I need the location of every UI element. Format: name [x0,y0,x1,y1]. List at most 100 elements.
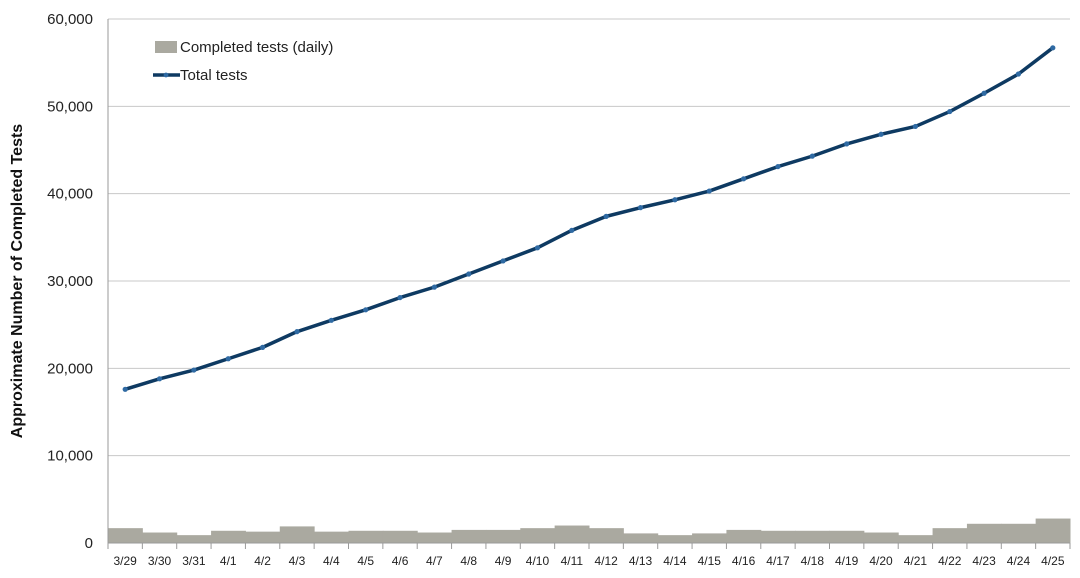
x-tick-label: 4/10 [526,554,550,568]
point-total-4-12 [603,213,609,219]
x-tick-label: 4/18 [801,554,825,568]
point-total-3-29 [122,386,128,392]
x-tick-label: 4/7 [426,554,443,568]
point-total-4-2 [260,344,266,350]
x-tick-label: 4/4 [323,554,340,568]
bar-daily-3-30 [142,532,178,543]
x-tick-label: 4/23 [972,554,996,568]
x-tick-label: 4/13 [629,554,653,568]
y-tick-labels: 0 10,000 20,000 30,000 40,000 50,000 60,000 [47,11,93,552]
x-tick-label: 4/5 [357,554,374,568]
x-tick-label: 4/16 [732,554,756,568]
bar-daily-4-8 [451,529,487,543]
bar-daily-4-6 [382,530,418,543]
bar-daily-4-10 [520,528,556,543]
x-tick-label: 3/30 [148,554,172,568]
y-tick-label: 50,000 [47,98,93,115]
point-total-4-20 [878,131,884,137]
y-tick-label: 0 [85,535,93,552]
x-tick-label: 4/12 [594,554,618,568]
point-total-4-25 [1050,45,1056,51]
bar-daily-4-22 [932,528,968,543]
point-total-4-11 [569,227,575,233]
x-tick-labels: 3/29 3/30 3/31 4/1 4/2 4/3 4/4 4/5 4/6 4/7 4/8 4/9 4… [113,554,1064,568]
point-total-4-4 [328,317,334,323]
point-total-4-1 [225,356,231,362]
point-total-4-3 [294,329,300,335]
point-total-4-23 [981,90,987,96]
bar-daily-4-23 [966,523,1002,543]
point-total-4-24 [1015,71,1022,77]
point-total-4-17 [775,163,781,170]
x-tick-label: 4/21 [904,554,928,568]
bar-daily-4-18 [795,530,830,543]
point-total-4-22 [947,108,953,115]
point-total-4-8 [466,271,472,277]
x-tick-label: 4/1 [220,554,237,568]
bar-daily-4-17 [760,530,796,543]
x-tick-label: 4/25 [1041,554,1065,568]
total-tests-line [122,45,1056,392]
bar-daily-4-19 [829,530,865,543]
point-total-4-6 [397,294,403,301]
x-tick-label: 4/3 [289,554,306,568]
point-total-3-30 [156,376,163,382]
point-total-4-5 [363,307,369,313]
legend-label-total: Total tests [180,67,248,84]
point-total-4-15 [706,188,712,194]
legend-marker-total [163,72,169,78]
point-total-4-9 [500,258,506,264]
x-tick-label: 3/31 [182,554,206,568]
bar-daily-4-20 [863,532,899,543]
legend: Completed tests (daily) Total tests [153,39,333,84]
point-total-3-31 [191,367,197,373]
x-tick-label: 4/6 [392,554,409,568]
bar-daily-4-5 [348,530,384,543]
bar-daily-4-21 [898,535,934,543]
bar-daily-4-25 [1035,518,1071,543]
daily-bars [108,518,1071,543]
legend-label-daily: Completed tests (daily) [180,39,333,56]
y-tick-label: 60,000 [47,11,93,28]
bar-daily-4-15 [692,533,727,543]
bar-daily-3-31 [176,535,212,543]
bar-daily-4-7 [417,532,453,543]
x-tick-label: 4/9 [495,554,512,568]
bar-daily-4-13 [623,533,659,543]
total-tests-polyline [123,46,1055,392]
x-tick-label: 4/14 [663,554,687,568]
point-total-4-10 [534,245,541,251]
bar-daily-4-1 [211,530,246,543]
y-tick-label: 30,000 [47,273,93,290]
x-tick-label: 3/29 [113,554,137,568]
y-tick-label: 20,000 [47,360,93,377]
y-axis-title: Approximate Number of Completed Tests [9,124,26,439]
bar-daily-4-3 [279,526,315,543]
bar-daily-4-14 [657,535,693,543]
x-tick-label: 4/24 [1007,554,1031,568]
point-total-4-16 [741,176,747,182]
point-total-4-18 [809,153,815,159]
point-total-4-14 [672,197,678,203]
bar-daily-3-29 [108,528,143,543]
y-tick-label: 10,000 [47,448,93,465]
point-total-4-7 [431,284,437,290]
point-total-4-19 [844,141,850,147]
x-tick-label: 4/11 [561,554,584,568]
legend-swatch-daily [155,41,177,53]
bar-daily-4-12 [589,528,624,543]
bar-daily-4-2 [245,531,281,543]
bar-daily-4-24 [1001,523,1037,543]
point-total-4-13 [637,205,644,211]
x-tick-label: 4/19 [835,554,859,568]
x-tick-label: 4/17 [766,554,790,568]
bar-daily-4-9 [485,529,521,543]
bar-daily-4-11 [554,525,590,543]
x-tick-label: 4/8 [460,554,477,568]
x-tick-label: 4/2 [254,554,271,568]
y-tick-label: 40,000 [47,186,93,203]
axes [107,19,1071,549]
x-tick-label: 4/20 [869,554,893,568]
